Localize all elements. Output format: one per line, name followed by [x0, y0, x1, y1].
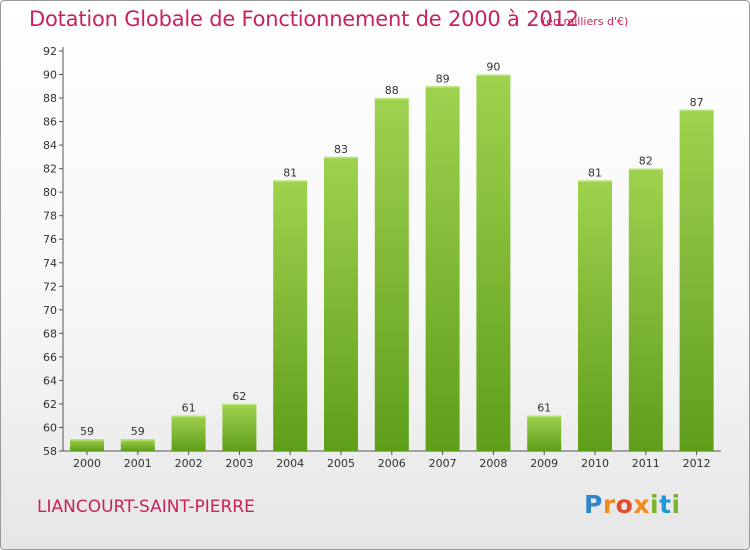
value-label: 90 — [486, 61, 500, 74]
value-label: 83 — [334, 143, 348, 156]
logo-letter: r — [602, 490, 616, 519]
bar — [374, 98, 409, 451]
x-tick-label: 2009 — [530, 457, 558, 470]
bar — [527, 415, 562, 451]
logo-letter: t — [659, 490, 672, 519]
value-label: 61 — [182, 402, 196, 415]
y-tick-label: 86 — [43, 116, 57, 129]
value-label: 81 — [588, 166, 602, 179]
x-tick-label: 2004 — [276, 457, 304, 470]
proxiti-logo: Proxiti — [584, 490, 681, 519]
y-tick-label: 68 — [43, 327, 57, 340]
bar — [171, 415, 206, 451]
bar — [679, 109, 714, 451]
y-tick-label: 80 — [43, 186, 57, 199]
logo-letter: P — [584, 490, 603, 519]
value-label: 89 — [436, 72, 450, 85]
bar — [628, 168, 663, 451]
logo-letter: x — [633, 490, 650, 519]
chart-unit: (en milliers d'€) — [542, 15, 629, 28]
x-labels: 2000 2001 2002 2003 2004 2005 2006 2007 2008 2009… — [73, 451, 711, 470]
x-tick-label: 2001 — [124, 457, 152, 470]
y-tick-label: 60 — [43, 421, 57, 434]
bar-highlight — [171, 415, 206, 418]
bar — [578, 180, 612, 452]
logo-letter: o — [615, 490, 634, 519]
x-tick-label: 2011 — [632, 457, 660, 470]
y-tick-label: 88 — [43, 92, 57, 105]
bar — [273, 180, 308, 452]
bar-highlight — [425, 86, 460, 88]
y-ticks: 58 60 62 64 66 68 70 72 74 76 78 80 82 84 86 88 90 92 — [43, 45, 63, 458]
x-tick-label: 2002 — [175, 457, 203, 470]
logo-letter: i — [671, 490, 681, 519]
bar-highlight — [679, 109, 714, 112]
value-label: 81 — [283, 166, 297, 179]
bar-highlight — [222, 403, 257, 406]
x-tick-label: 2007 — [429, 457, 457, 470]
y-tick-label: 64 — [43, 374, 57, 387]
x-tick-label: 2010 — [581, 457, 609, 470]
bar-highlight — [273, 180, 308, 182]
y-tick-label: 74 — [43, 257, 57, 270]
y-tick-label: 84 — [43, 139, 57, 152]
value-label: 59 — [131, 425, 145, 438]
bar-highlight — [374, 98, 409, 100]
bar — [324, 156, 358, 451]
bar — [70, 439, 104, 451]
y-tick-label: 76 — [43, 233, 57, 246]
y-tick-label: 70 — [43, 304, 57, 317]
bar-highlight — [120, 439, 155, 441]
y-tick-label: 92 — [43, 45, 57, 58]
logo-letter: i — [650, 490, 660, 519]
y-tick-label: 62 — [43, 398, 57, 411]
chart-title: Dotation Globale de Fonctionnement de 20… — [29, 7, 579, 31]
bar-highlight — [578, 180, 612, 182]
x-tick-label: 2008 — [479, 457, 507, 470]
value-label: 82 — [639, 155, 653, 168]
bar-highlight — [476, 74, 511, 77]
value-label: 87 — [690, 96, 704, 109]
y-tick-label: 78 — [43, 210, 57, 223]
x-tick-label: 2000 — [73, 457, 101, 470]
bar-highlight — [70, 439, 104, 441]
x-tick-label: 2006 — [378, 457, 406, 470]
value-labels: 59 59 61 62 81 83 88 89 90 61 81 82 87 — [80, 61, 704, 439]
value-label: 62 — [232, 390, 246, 403]
y-tick-label: 58 — [43, 445, 57, 458]
bar — [476, 74, 511, 451]
x-tick-label: 2003 — [225, 457, 253, 470]
y-tick-label: 82 — [43, 163, 57, 176]
commune-name: LIANCOURT-SAINT-PIERRE — [37, 497, 255, 517]
bar — [222, 403, 257, 451]
value-label: 61 — [537, 402, 551, 415]
bar-highlight — [324, 156, 358, 159]
value-label: 88 — [385, 84, 399, 97]
value-label: 59 — [80, 425, 94, 438]
bar-highlight — [628, 168, 663, 171]
y-tick-label: 90 — [43, 69, 57, 82]
y-tick-label: 72 — [43, 280, 57, 293]
bar-highlight — [527, 415, 562, 418]
x-tick-label: 2012 — [683, 457, 711, 470]
bars — [70, 74, 714, 452]
bar — [120, 439, 155, 451]
y-tick-label: 66 — [43, 351, 57, 364]
bar — [425, 86, 460, 451]
x-tick-label: 2005 — [327, 457, 355, 470]
